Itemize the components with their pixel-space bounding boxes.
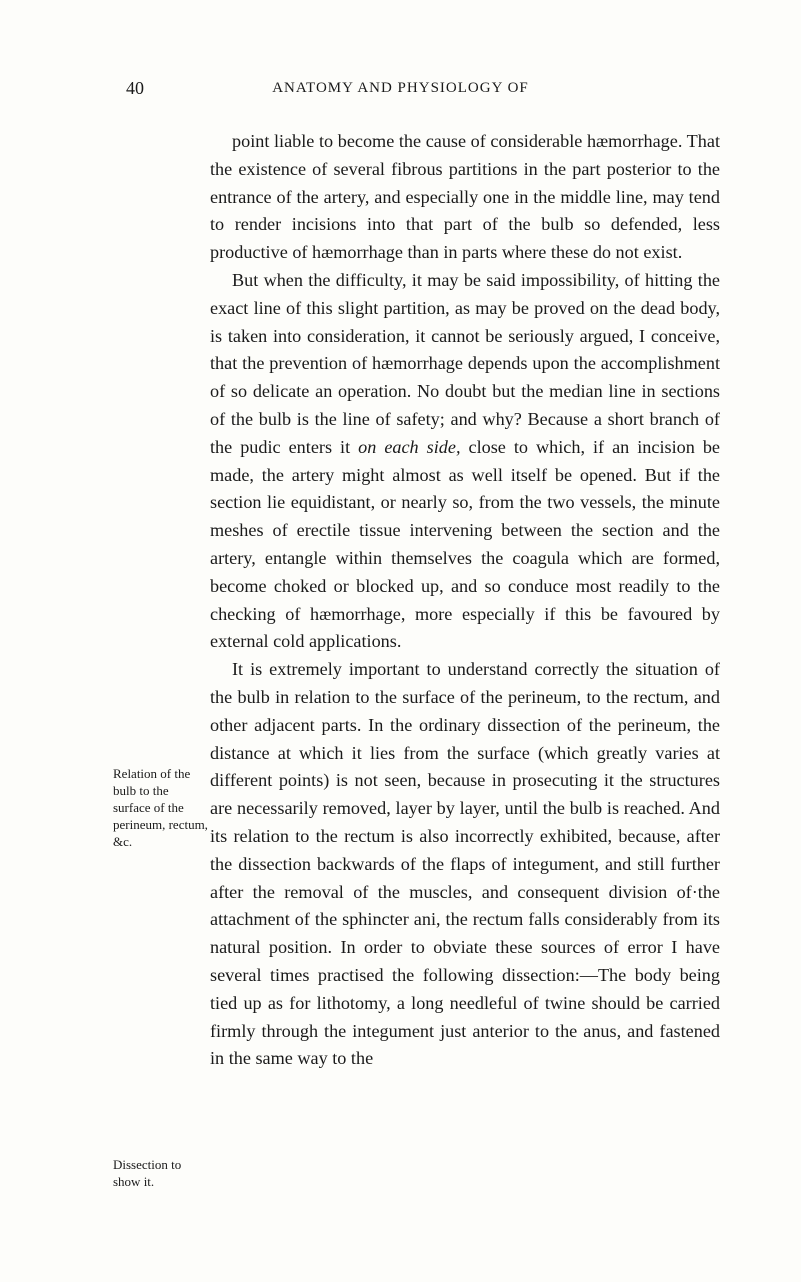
page: 40 ANATOMY AND PHYSIOLOGY OF point liabl… xyxy=(0,0,801,1282)
margin-note-relation: Relation of the bulb to the surface of t… xyxy=(113,765,208,850)
running-head: ANATOMY AND PHYSIOLOGY OF xyxy=(0,80,801,97)
margin-note-dissection: Dissection to show it. xyxy=(113,1156,208,1190)
paragraph-2a: But when the difficulty, it may be said … xyxy=(210,270,720,457)
paragraph-2-em: on each side, xyxy=(358,437,460,457)
paragraph-2b: close to which, if an incision be made, … xyxy=(210,437,720,652)
paragraph-3: It is extremely important to understand … xyxy=(210,656,720,1073)
body-text: point liable to become the cause of cons… xyxy=(210,128,720,1073)
paragraph-2: But when the difficulty, it may be said … xyxy=(210,267,720,656)
paragraph-1: point liable to become the cause of cons… xyxy=(210,128,720,267)
